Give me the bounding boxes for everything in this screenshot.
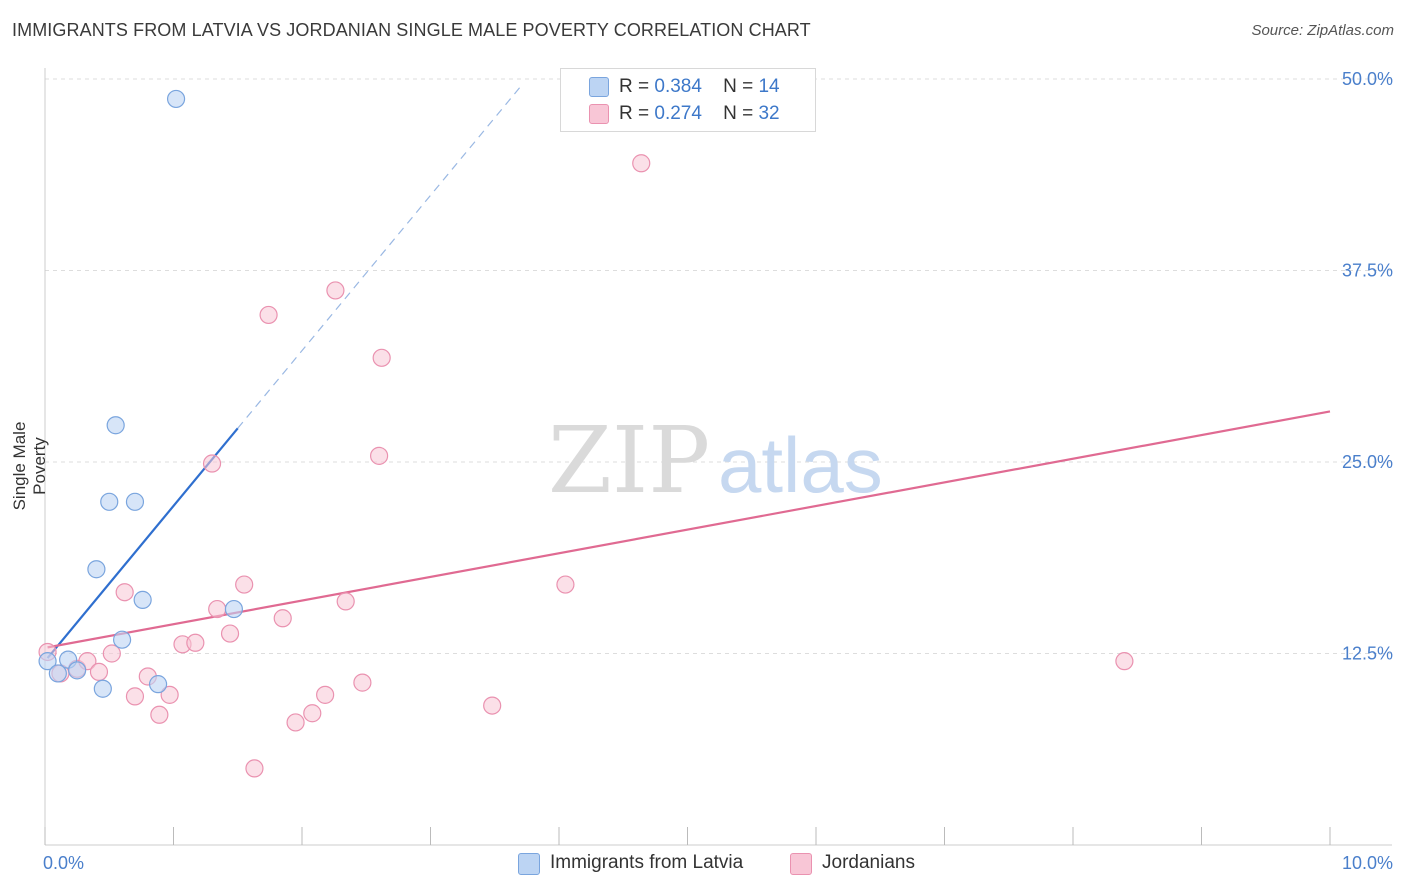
x-tick-label: 0.0% xyxy=(43,853,84,873)
data-point-latvia xyxy=(106,416,125,435)
data-point-jordanians xyxy=(220,624,240,643)
data-point-jordanians xyxy=(235,575,254,594)
data-point-latvia xyxy=(68,661,87,680)
bottom-legend-label-latvia: Immigrants from Latvia xyxy=(550,852,744,873)
data-point-jordanians xyxy=(316,685,335,704)
data-point-latvia xyxy=(100,492,119,511)
watermark-atlas: atlas xyxy=(718,421,883,509)
axes xyxy=(44,68,1392,846)
y-tick-label: 12.5% xyxy=(1342,644,1393,664)
source-label: Source: ZipAtlas.com xyxy=(1251,22,1394,39)
data-point-jordanians xyxy=(353,673,372,692)
data-point-latvia xyxy=(87,560,106,579)
legend-swatch-blue xyxy=(589,77,609,97)
y-tick-label: 25.0% xyxy=(1342,452,1393,472)
r-value-latvia: 0.384 xyxy=(654,76,702,97)
legend-stats-latvia: R = 0.384 N = 14 xyxy=(619,76,780,97)
bottom-legend-label-jordanians: Jordanians xyxy=(822,852,915,873)
bottom-legend-swatch-blue xyxy=(518,853,540,875)
data-point-jordanians xyxy=(186,633,205,652)
legend-stats-jordanians: R = 0.274 N = 32 xyxy=(619,103,780,124)
data-point-jordanians xyxy=(150,705,169,724)
watermark-zip: ZIP xyxy=(548,407,710,514)
data-point-latvia xyxy=(38,652,57,671)
trend-line-jordanians xyxy=(47,410,1331,649)
correlation-legend: R = 0.384 N = 14 R = 0.274 N = 32 xyxy=(560,68,816,132)
data-point-jordanians xyxy=(245,759,264,778)
data-point-latvia xyxy=(93,679,112,698)
data-point-latvia xyxy=(48,664,67,683)
tick-labels: 12.5% 25.0% 37.5% 50.0% 0.0% 10.0% xyxy=(43,69,1393,873)
data-point-latvia xyxy=(125,492,145,511)
data-point-jordanians xyxy=(208,599,227,619)
data-point-jordanians xyxy=(370,446,389,465)
n-value-latvia: 14 xyxy=(758,76,780,97)
data-point-jordanians xyxy=(286,713,305,732)
gridlines xyxy=(45,78,1392,654)
data-point-jordanians xyxy=(102,644,121,663)
data-point-jordanians xyxy=(1115,652,1134,671)
n-value-jordanians: 32 xyxy=(758,103,780,124)
data-point-jordanians xyxy=(273,609,292,628)
data-point-jordanians xyxy=(160,685,179,704)
data-point-latvia xyxy=(148,675,168,694)
data-point-latvia xyxy=(166,89,186,109)
data-point-jordanians xyxy=(556,575,575,594)
r-value-jordanians: 0.274 xyxy=(654,103,702,124)
y-tick-label: 37.5% xyxy=(1342,261,1393,281)
watermark: ZIP atlas xyxy=(548,407,883,514)
data-point-jordanians xyxy=(632,154,651,173)
data-point-jordanians xyxy=(372,348,391,367)
y-tick-label: 50.0% xyxy=(1342,69,1393,89)
data-point-jordanians xyxy=(202,454,222,473)
data-point-jordanians xyxy=(483,696,502,715)
data-point-latvia xyxy=(224,599,243,619)
legend-swatch-pink xyxy=(589,104,609,124)
trend-line-latvia-extension xyxy=(237,86,521,429)
data-point-jordanians xyxy=(115,583,134,602)
data-point-jordanians xyxy=(259,305,278,325)
trend-lines xyxy=(46,86,1331,659)
data-point-latvia xyxy=(112,630,132,649)
data-point-jordanians xyxy=(125,687,145,706)
data-point-jordanians xyxy=(89,662,109,681)
data-point-jordanians xyxy=(326,281,345,300)
x-tick-label: 10.0% xyxy=(1342,853,1393,873)
data-points xyxy=(38,89,1134,778)
data-point-jordanians xyxy=(336,592,355,611)
y-axis-label: Single Male Poverty xyxy=(10,421,49,511)
data-point-jordanians xyxy=(303,704,322,723)
chart-title: IMMIGRANTS FROM LATVIA VS JORDANIAN SING… xyxy=(12,20,811,40)
bottom-legend-swatch-pink xyxy=(790,853,812,875)
data-point-latvia xyxy=(133,590,152,609)
